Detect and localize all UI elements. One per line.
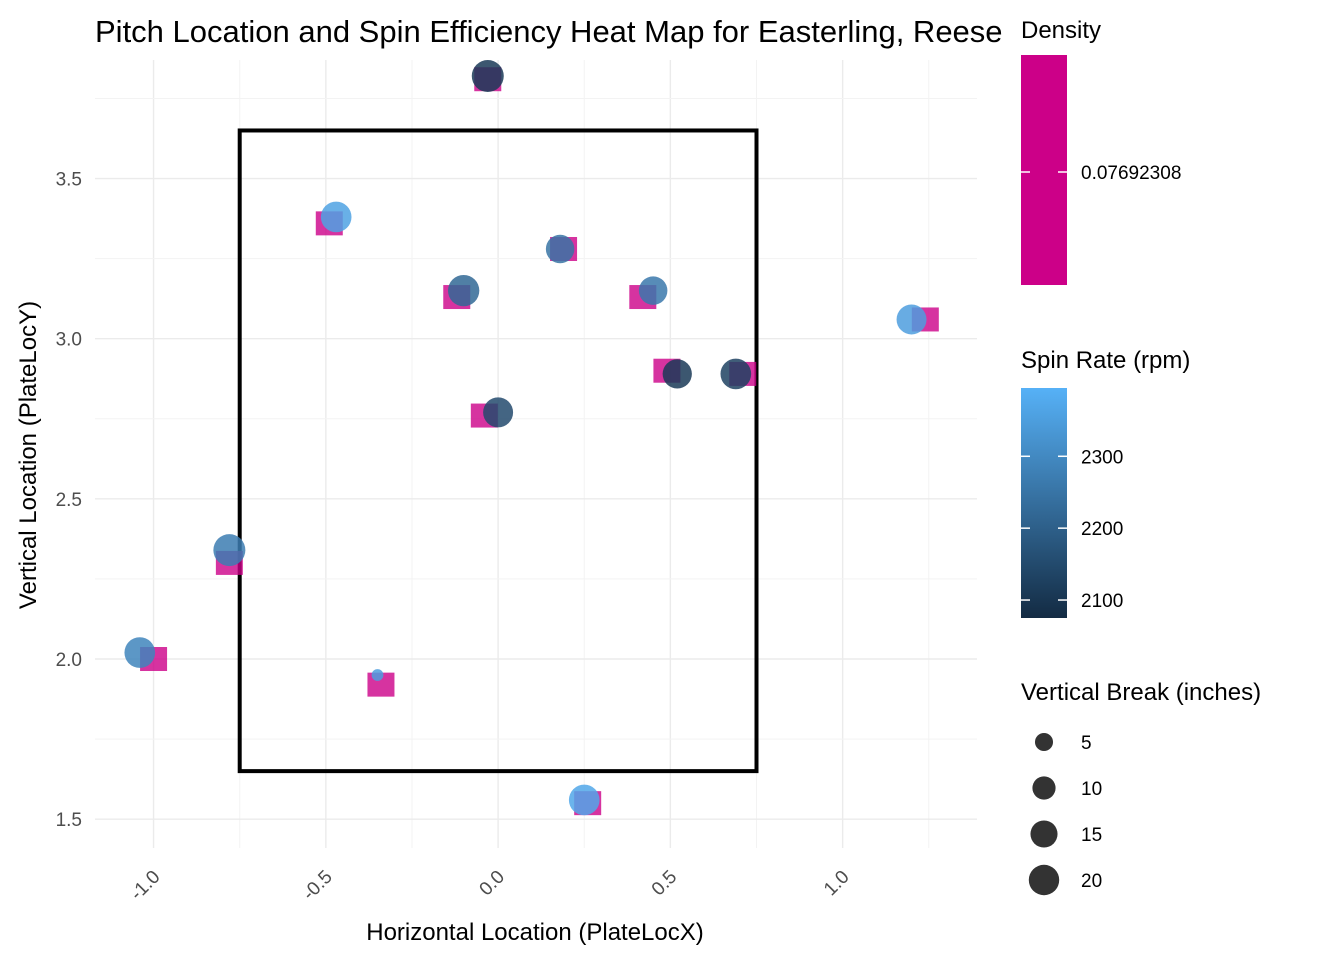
spin-rate-legend: Spin Rate (rpm) 2300 2200 2100 — [1021, 347, 1190, 618]
x-axis-title: Horizontal Location (PlateLocX) — [366, 919, 704, 946]
pitch-point — [662, 359, 692, 389]
strike-zone-box — [237, 128, 759, 774]
y-axis-title: Vertical Location (PlateLocY) — [15, 301, 42, 609]
strike-zone — [237, 128, 759, 774]
break-legend-key — [1032, 776, 1056, 800]
x-tick-label: 0.0 — [476, 867, 510, 901]
spin-legend-label: 2300 — [1081, 447, 1123, 468]
pitch-point — [545, 234, 575, 264]
pitch-point — [483, 397, 514, 428]
pitch-point — [568, 784, 600, 816]
x-tick-label: 1.0 — [820, 867, 854, 901]
y-tick-label: 1.5 — [56, 810, 82, 831]
spin-legend-ticks — [1021, 455, 1067, 601]
y-tick-label: 3.5 — [56, 170, 82, 191]
y-tick-label: 2.0 — [56, 650, 82, 671]
density-legend-label: 0.07692308 — [1081, 163, 1181, 184]
break-legend-key — [1030, 820, 1058, 848]
chart-title: Pitch Location and Spin Efficiency Heat … — [95, 14, 1003, 49]
density-tiles — [140, 67, 939, 816]
pitch-point — [720, 358, 752, 390]
spin-legend-title: Spin Rate (rpm) — [1021, 347, 1190, 374]
y-tick-label: 2.5 — [56, 490, 82, 511]
pitch-point — [471, 60, 504, 93]
density-legend: Density 0.07692308 — [1021, 17, 1181, 285]
x-tick-label: -1.0 — [127, 867, 165, 905]
spin-color-bar — [1021, 388, 1067, 618]
x-tick-label: -0.5 — [299, 867, 337, 905]
density-color-bar — [1021, 55, 1067, 285]
spin-legend-label: 2100 — [1081, 591, 1123, 612]
break-legend-label: 15 — [1081, 825, 1102, 846]
break-legend-key — [1028, 864, 1060, 896]
pitch-point — [124, 637, 156, 668]
pitch-points — [124, 60, 927, 816]
density-legend-title: Density — [1021, 17, 1101, 44]
break-legend-label: 10 — [1081, 779, 1102, 800]
pitch-point — [213, 534, 246, 567]
pitch-point — [896, 304, 927, 335]
break-legend-keys — [1028, 732, 1060, 896]
pitch-point — [320, 201, 352, 233]
x-tick-label: 0.5 — [648, 867, 682, 901]
vertical-break-legend: Vertical Break (inches) 5 10 15 20 — [1021, 679, 1261, 896]
y-tick-label: 3.0 — [56, 330, 82, 351]
pitch-point — [447, 274, 480, 307]
break-legend-title: Vertical Break (inches) — [1021, 679, 1261, 706]
pitch-point — [638, 276, 668, 305]
break-legend-label: 20 — [1081, 871, 1102, 892]
break-legend-key — [1034, 732, 1054, 752]
grid — [95, 60, 977, 848]
pitch-point — [371, 669, 384, 681]
break-legend-label: 5 — [1081, 733, 1092, 754]
spin-legend-label: 2200 — [1081, 519, 1123, 540]
